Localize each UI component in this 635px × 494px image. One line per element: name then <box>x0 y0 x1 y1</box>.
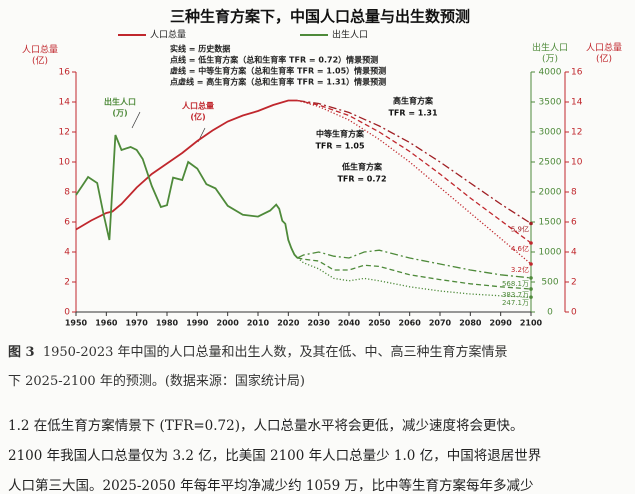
y2-tick-label: 4000 <box>539 68 562 78</box>
y3-axis-label: 人口总量 <box>586 42 622 54</box>
value-label: 568.1万 <box>502 280 529 288</box>
y3-tick-label: 14 <box>571 98 583 108</box>
y-tick-label: 6 <box>64 218 70 228</box>
y3-tick-label: 0 <box>571 308 577 318</box>
annotation: 高生育方案 <box>393 96 434 106</box>
value-label: 4.6亿 <box>511 244 529 253</box>
y3-tick-label: 16 <box>571 68 583 78</box>
end-point <box>529 295 533 299</box>
y3-tick-label: 2 <box>571 278 577 288</box>
style-note: 点线 = 低生育方案（总和生育率 TFR = 0.72）情景预测 <box>170 55 378 65</box>
series-line <box>297 99 532 265</box>
x-tick-label: 1970 <box>126 319 149 328</box>
y-tick-label: 16 <box>59 68 71 78</box>
y2-tick-label: 3500 <box>539 98 562 108</box>
series-line <box>297 249 532 279</box>
paragraph-line: 人口第三大国。2025-2050 年每年平均净减少约 1059 万，比中等生育方… <box>8 478 534 494</box>
series-line <box>297 257 532 290</box>
paragraph-line: 1.2 在低生育方案情景下 (TFR=0.72)，人口总量水平将会更低，减少速度… <box>8 418 524 434</box>
series-line <box>75 134 299 259</box>
x-tick-label: 2100 <box>520 319 543 328</box>
annotation-arrow <box>131 111 141 129</box>
x-tick-label: 2060 <box>399 319 422 328</box>
caption-line: 下 2025-2100 年的预测。(数据来源：国家统计局) <box>8 374 305 389</box>
annotation: TFR = 1.31 <box>388 109 438 118</box>
y2-tick-label: 1000 <box>539 248 562 258</box>
legend-label: 人口总量 <box>150 29 186 41</box>
y3-tick-label: 10 <box>571 158 583 168</box>
x-tick-label: 1960 <box>95 319 118 328</box>
caption-line: 图 3 1950-2023 年中国的人口总量和出生人数，及其在低、中、高三种生育… <box>8 341 508 360</box>
x-tick-label: 2020 <box>277 319 300 328</box>
x-tick-label: 1950 <box>65 319 88 328</box>
annotation: 中等生育方案 <box>316 129 365 139</box>
annotation: TFR = 0.72 <box>337 175 386 184</box>
y2-tick-label: 500 <box>541 278 558 288</box>
style-note: 实线 = 历史数据 <box>170 44 230 54</box>
annotation: TFR = 1.05 <box>315 142 365 151</box>
y2-tick-label: 2500 <box>539 158 562 168</box>
end-point <box>529 221 533 226</box>
annotation: (亿) <box>190 112 205 122</box>
annotation: 出生人口 <box>104 97 136 107</box>
annotation: 人口总量 <box>182 101 214 111</box>
x-tick-label: 2010 <box>247 319 270 328</box>
chart: 三种生育方案下，中国人口总量与出生数预测 人口总量 (亿) 出生人口 (万) 人… <box>22 8 622 328</box>
legend-label: 出生人口 <box>332 29 368 41</box>
y-axis-label: 人口总量 <box>22 44 58 56</box>
x-tick-label: 2040 <box>338 319 361 328</box>
paragraph-line: 2100 年我国人口总量仅为 3.2 亿，比美国 2100 年人口总量少 1.0… <box>8 448 542 464</box>
y2-tick-label: 1500 <box>539 218 562 228</box>
style-note: 虚线 = 中等生育方案（总和生育率 TFR = 1.05）情景预测 <box>170 66 386 76</box>
y-tick-label: 8 <box>64 188 70 198</box>
annotation: 低生育方案 <box>341 162 383 172</box>
y2-tick-label: 0 <box>547 308 553 318</box>
y2-axis-label: (万) <box>542 55 558 65</box>
end-point <box>529 276 533 280</box>
y-tick-label: 2 <box>64 278 70 288</box>
y-tick-label: 14 <box>59 98 71 108</box>
chart-title: 三种生育方案下，中国人口总量与出生数预测 <box>170 8 470 26</box>
x-tick-label: 2050 <box>368 319 391 328</box>
x-tick-label: 2090 <box>490 319 513 328</box>
value-label: 5.9亿 <box>511 225 529 234</box>
y-tick-label: 0 <box>64 308 70 318</box>
y2-tick-label: 2000 <box>539 188 562 198</box>
y-tick-label: 12 <box>59 128 70 138</box>
y3-tick-label: 12 <box>571 128 582 138</box>
value-label: 247.1万 <box>502 299 529 307</box>
y3-tick-label: 4 <box>571 248 577 258</box>
caption-text: 1950-2023 年中国的人口总量和出生人数，及其在低、中、高三种生育方案情景 <box>42 345 508 360</box>
x-tick-label: 1990 <box>186 319 209 328</box>
value-label: 383.7万 <box>502 291 529 299</box>
end-point <box>529 262 533 266</box>
end-point <box>529 241 533 245</box>
y-tick-label: 10 <box>59 158 71 168</box>
y3-tick-label: 8 <box>571 188 577 198</box>
y3-tick-label: 6 <box>571 218 577 228</box>
x-tick-label: 2080 <box>459 319 482 328</box>
value-label: 3.2亿 <box>511 265 529 274</box>
caption-label: 图 3 <box>8 345 35 360</box>
x-tick-label: 2000 <box>217 319 240 328</box>
style-note: 点虚线 = 高生育方案（总和生育率 TFR = 1.31）情景预测 <box>170 77 386 87</box>
y2-tick-label: 3000 <box>539 128 562 138</box>
series-line <box>297 99 532 225</box>
y-axis-label: (亿) <box>32 55 48 67</box>
x-tick-label: 2030 <box>308 319 331 328</box>
x-tick-label: 1980 <box>156 319 179 328</box>
x-tick-label: 2070 <box>429 319 452 328</box>
y2-axis-label: 出生人口 <box>532 42 568 54</box>
y3-axis-label: (亿) <box>596 53 612 65</box>
annotation: (万) <box>112 109 127 118</box>
series-line <box>296 257 532 298</box>
series-line <box>297 99 532 244</box>
y-tick-label: 4 <box>64 248 70 258</box>
end-point <box>529 287 533 291</box>
